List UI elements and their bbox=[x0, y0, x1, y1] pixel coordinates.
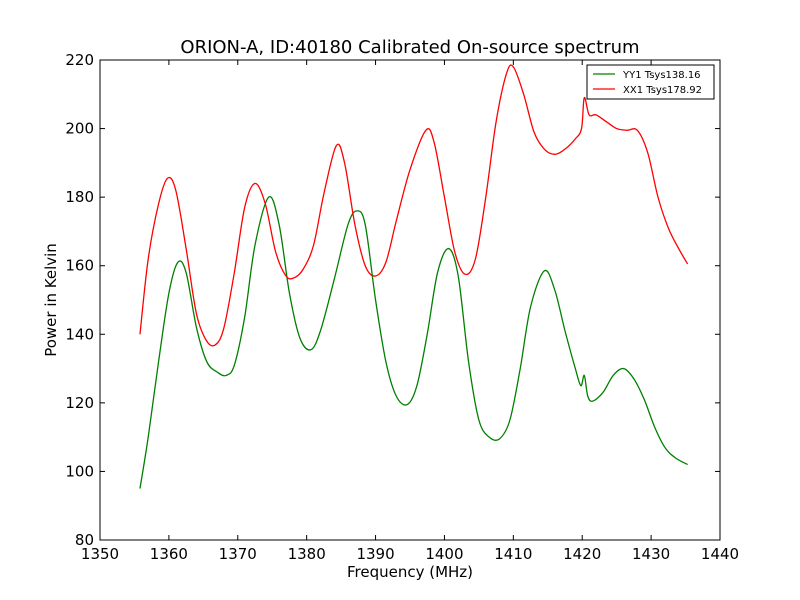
x-axis-title: Frequency (MHz) bbox=[347, 563, 473, 581]
x-tick-label: 1390 bbox=[356, 545, 394, 563]
x-tick-label: 1380 bbox=[288, 545, 326, 563]
y-tick-label: 140 bbox=[65, 325, 94, 343]
x-tick-label: 1420 bbox=[563, 545, 601, 563]
y-tick-label: 80 bbox=[75, 531, 94, 549]
y-tick-label: 220 bbox=[65, 51, 94, 69]
y-tick-label: 120 bbox=[65, 394, 94, 412]
y-tick-label: 100 bbox=[65, 462, 94, 480]
x-tick-label: 1400 bbox=[425, 545, 463, 563]
x-tick-label: 1360 bbox=[150, 545, 188, 563]
legend-label: YY1 Tsys138.16 bbox=[622, 70, 701, 81]
x-tick-label: 1430 bbox=[632, 545, 670, 563]
y-tick-label: 200 bbox=[65, 120, 94, 138]
y-axis-title: Power in Kelvin bbox=[42, 243, 60, 357]
legend-box bbox=[586, 64, 715, 100]
y-tick-label: 160 bbox=[65, 257, 94, 275]
x-tick-label: 1410 bbox=[494, 545, 532, 563]
plot-lines bbox=[139, 64, 689, 489]
series-line-1 bbox=[139, 64, 689, 347]
ticks-group: 1350 1360 1370 1380 1390 1400 1410 1420 1430 1440… bbox=[65, 51, 739, 563]
legend: YY1 Tsys138.16 XX1 Tsys178.92 bbox=[586, 64, 715, 100]
chart-title: ORION-A, ID:40180 Calibrated On-source s… bbox=[180, 37, 639, 58]
y-tick-label: 180 bbox=[65, 188, 94, 206]
plot-frame bbox=[99, 59, 721, 541]
x-tick-label: 1440 bbox=[701, 545, 739, 563]
legend-label: XX1 Tsys178.92 bbox=[623, 85, 702, 96]
series-line-0 bbox=[139, 196, 688, 489]
x-tick-label: 1350 bbox=[81, 545, 119, 563]
x-tick-label: 1370 bbox=[219, 545, 257, 563]
